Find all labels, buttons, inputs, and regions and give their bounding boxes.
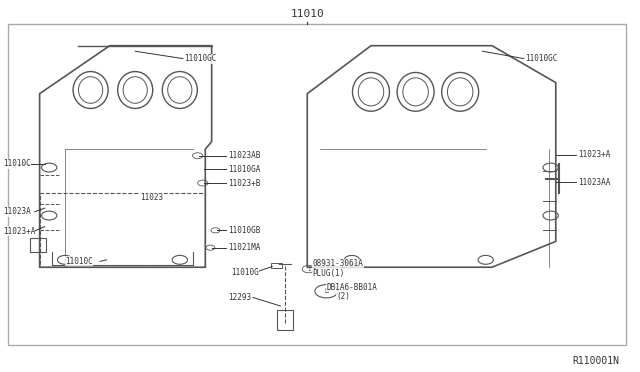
Text: 11010GC: 11010GC	[525, 54, 557, 63]
Text: 11023+A: 11023+A	[578, 150, 611, 159]
Text: DB1A6-BB01A: DB1A6-BB01A	[326, 283, 377, 292]
Text: 11010GB: 11010GB	[228, 226, 260, 235]
Text: 11010C: 11010C	[65, 257, 93, 266]
Text: R110001N: R110001N	[573, 356, 620, 366]
Text: 11010C: 11010C	[3, 159, 31, 169]
Text: 11023: 11023	[140, 193, 163, 202]
Bar	[276, 310, 293, 330]
Text: B: B	[324, 288, 328, 294]
Text: 12293: 12293	[228, 293, 252, 302]
Text: 11010: 11010	[291, 9, 324, 19]
Text: PLUG(1): PLUG(1)	[312, 269, 345, 278]
Text: 11023AA: 11023AA	[578, 178, 611, 187]
Text: 11010GA: 11010GA	[228, 165, 260, 174]
Bar	[30, 238, 46, 253]
Text: 11010GC: 11010GC	[184, 54, 217, 63]
Text: 1: 1	[307, 267, 310, 272]
Text: 11023+B: 11023+B	[228, 179, 260, 187]
Text: 11023+A: 11023+A	[3, 227, 35, 235]
Text: 11010G: 11010G	[231, 268, 259, 277]
Text: 11023A: 11023A	[3, 207, 31, 217]
Text: 08931-3061A: 08931-3061A	[312, 259, 364, 268]
Text: (2): (2)	[336, 292, 350, 301]
Text: 11023AB: 11023AB	[228, 151, 260, 160]
Text: 11021MA: 11021MA	[228, 243, 260, 252]
Bar	[271, 263, 282, 268]
